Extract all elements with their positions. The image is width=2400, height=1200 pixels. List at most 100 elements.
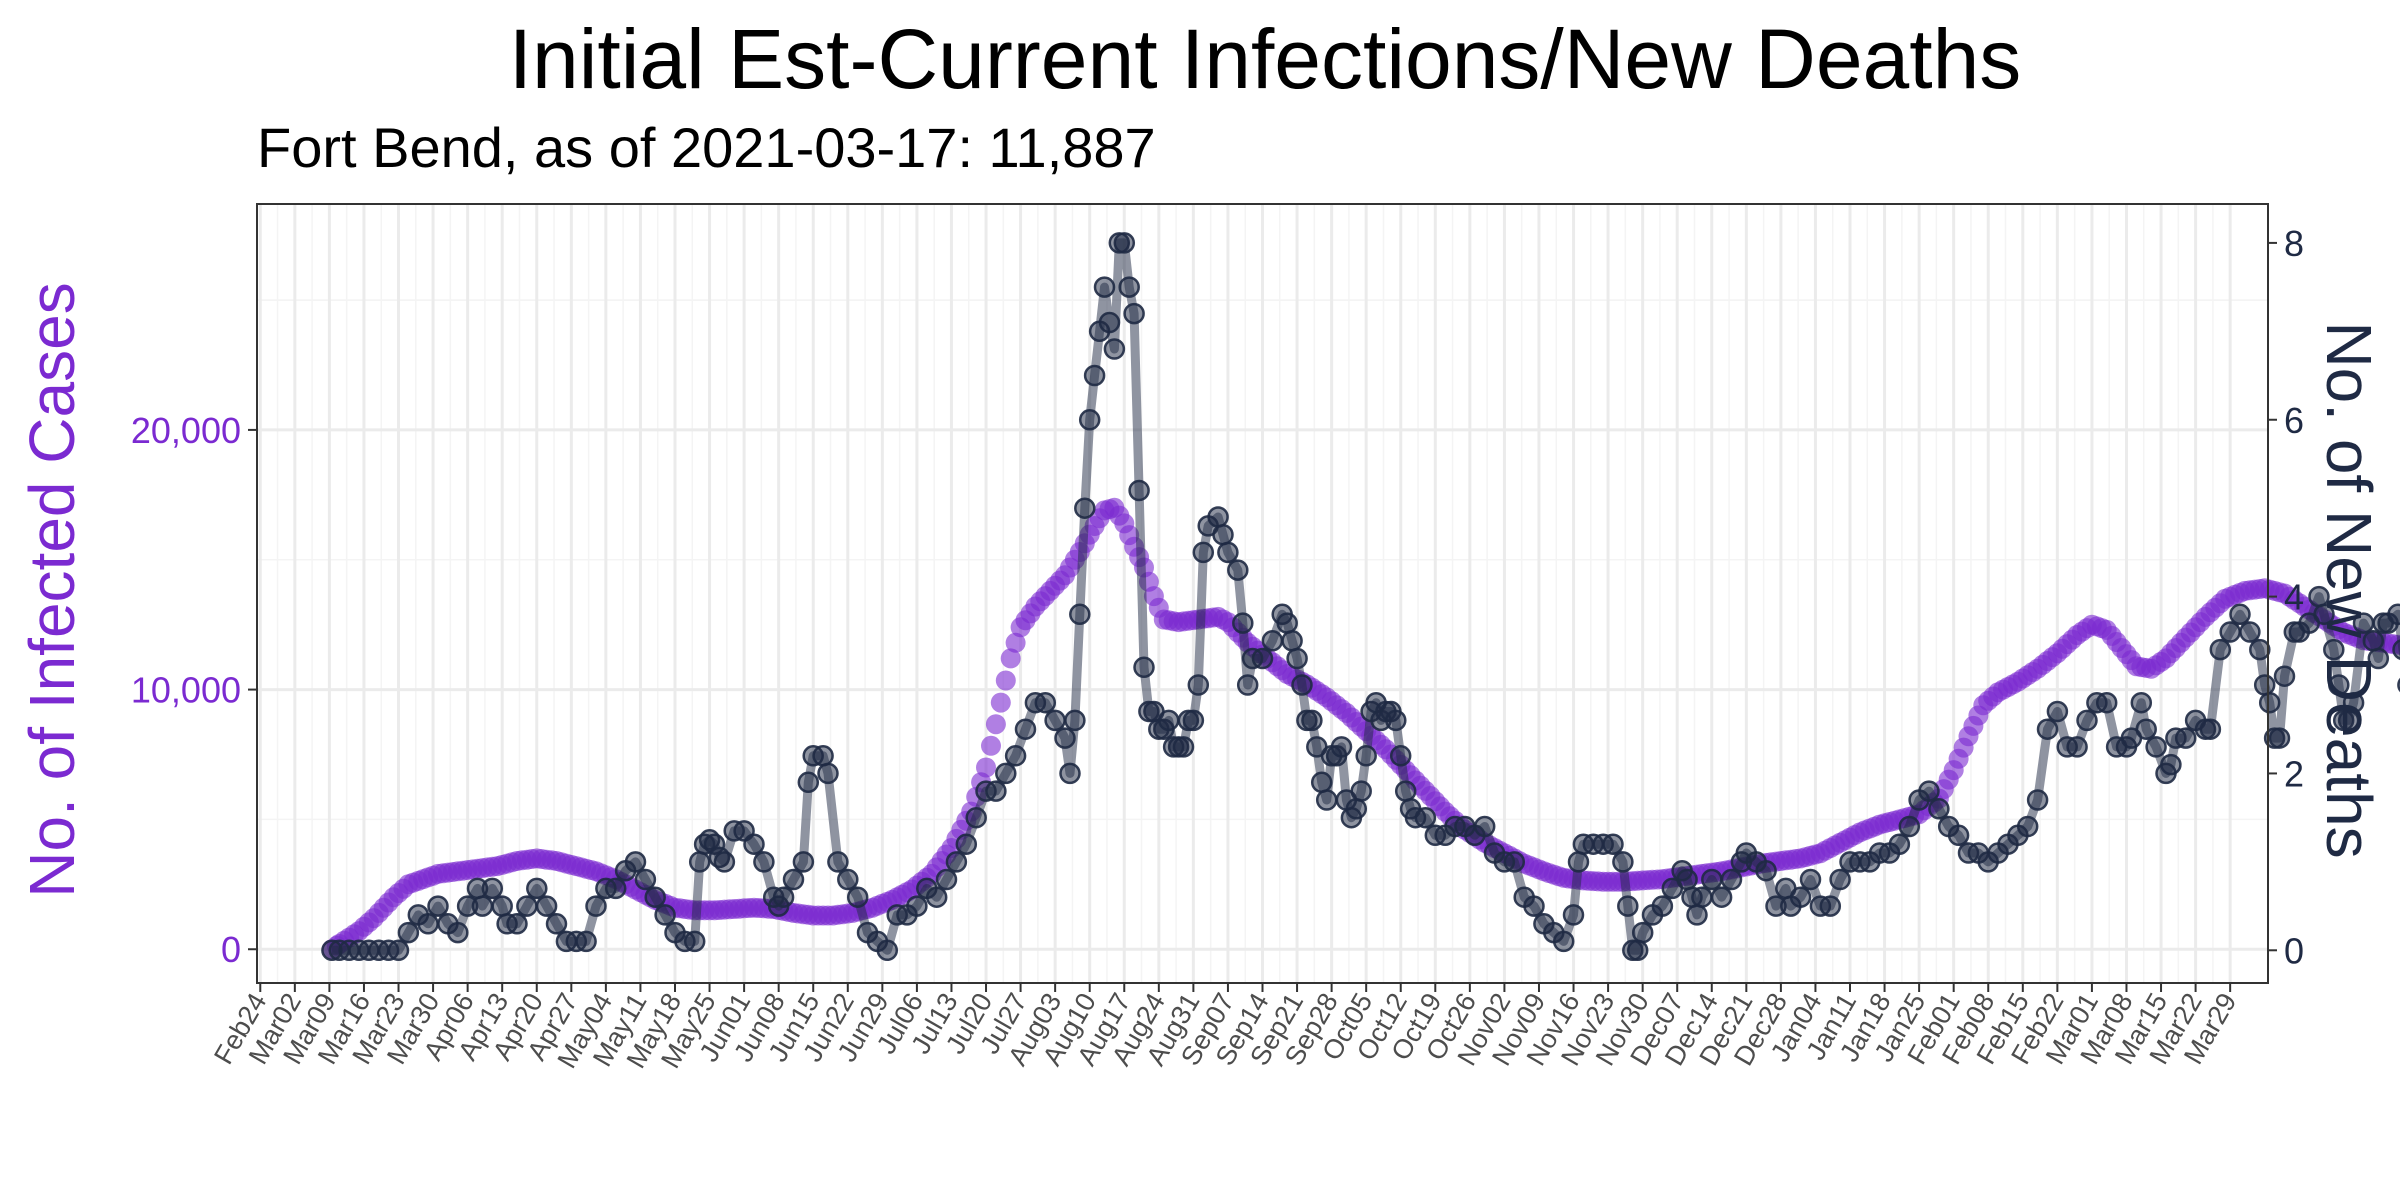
deaths-point — [545, 913, 568, 935]
deaths-point — [2229, 603, 2251, 626]
deaths-point — [1626, 939, 1649, 962]
deaths-point — [1720, 868, 1743, 891]
chart-subtitle: Fort Bend, as of 2021-03-17: 11,887 — [257, 116, 1156, 179]
deaths-point — [2145, 736, 2167, 758]
deaths-point — [2130, 691, 2153, 714]
deaths-point — [2323, 638, 2345, 661]
deaths-point — [2273, 665, 2296, 687]
series-new-deaths — [321, 232, 2400, 962]
y-axis-left: 0 10,000 20,000 — [131, 410, 257, 970]
y-left-tick-label: 0 — [221, 929, 241, 970]
deaths-point — [1059, 762, 1081, 785]
deaths-point — [2066, 736, 2088, 758]
deaths-point — [2392, 639, 2400, 660]
deaths-point — [471, 895, 494, 917]
deaths-point — [604, 877, 627, 900]
y-axis-left-label: No. of Infected Cases — [16, 282, 88, 897]
deaths-point — [2209, 638, 2232, 661]
infected-point — [990, 692, 1011, 713]
deaths-point — [827, 851, 849, 873]
deaths-point — [1103, 338, 1126, 360]
deaths-point — [1236, 674, 1259, 696]
deaths-point — [1083, 364, 1106, 387]
y-right-tick-label: 6 — [2284, 400, 2304, 441]
deaths-point — [1389, 745, 1412, 767]
deaths-point — [387, 939, 410, 962]
deaths-point — [397, 921, 420, 944]
deaths-point — [2342, 691, 2365, 714]
deaths-point — [925, 886, 948, 908]
deaths-point — [1755, 859, 1777, 882]
deaths-point — [782, 868, 805, 891]
deaths-point — [1888, 833, 1911, 855]
deaths-point — [2160, 753, 2182, 776]
deaths-point — [1069, 603, 1091, 626]
deaths-point — [1172, 736, 1195, 758]
deaths-point — [713, 851, 736, 873]
deaths-point — [1898, 815, 1921, 838]
deaths-point — [1276, 612, 1298, 634]
deaths-point — [1301, 709, 1323, 732]
deaths-point — [427, 895, 449, 917]
deaths-point — [2016, 815, 2039, 838]
deaths-point — [1044, 709, 1066, 732]
deaths-point — [2249, 638, 2271, 661]
deaths-point — [935, 868, 958, 891]
deaths-point — [792, 851, 815, 873]
deaths-point — [812, 745, 834, 767]
deaths-point — [1182, 709, 1205, 732]
deaths-point — [688, 851, 711, 873]
deaths-point — [1414, 806, 1437, 829]
deaths-point — [1602, 833, 1624, 855]
deaths-point — [1355, 745, 1377, 767]
deaths-point — [2387, 603, 2400, 626]
deaths-point — [2258, 691, 2281, 714]
deaths-point — [1113, 232, 1136, 254]
deaths-point — [1612, 851, 1634, 873]
deaths-point — [644, 886, 666, 908]
deaths-point — [575, 930, 597, 953]
deaths-point — [965, 806, 987, 829]
deaths-point — [1310, 771, 1333, 794]
deaths-point — [2095, 691, 2118, 714]
deaths-point — [1064, 709, 1086, 732]
deaths-point — [1394, 780, 1417, 802]
deaths-point — [1503, 851, 1526, 873]
deaths-point — [2174, 727, 2197, 749]
deaths-point — [2135, 718, 2157, 740]
deaths-point — [1701, 868, 1723, 891]
deaths-point — [1034, 691, 1057, 714]
deaths-point — [1014, 718, 1037, 740]
deaths-point — [1799, 868, 1822, 891]
deaths-point — [1192, 541, 1215, 564]
deaths-point — [1789, 886, 1812, 908]
deaths-point — [995, 762, 1017, 785]
y-right-tick-label: 2 — [2284, 753, 2304, 794]
deaths-point — [1291, 674, 1313, 696]
deaths-point — [654, 904, 676, 926]
deaths-point — [1207, 506, 1229, 528]
deaths-point — [846, 886, 869, 908]
deaths-point — [1562, 904, 1585, 926]
deaths-point — [1567, 851, 1590, 873]
deaths-point — [955, 833, 978, 855]
deaths-point — [797, 771, 820, 794]
deaths-point — [1074, 497, 1096, 519]
deaths-point — [1947, 824, 1970, 847]
deaths-point — [447, 921, 469, 944]
deaths-point — [1552, 930, 1575, 953]
deaths-point — [491, 895, 513, 917]
deaths-point — [1710, 886, 1733, 908]
deaths-point — [753, 851, 775, 873]
y-axis-right-label: No. of New Deaths — [2313, 321, 2385, 858]
deaths-point — [1928, 798, 1950, 820]
deaths-point — [1691, 886, 1713, 908]
deaths-point — [2076, 709, 2098, 732]
deaths-point — [526, 877, 548, 900]
deaths-point — [634, 868, 657, 891]
deaths-point — [2199, 718, 2222, 740]
deaths-point — [1286, 647, 1308, 670]
deaths-point — [1232, 612, 1254, 634]
deaths-point — [1631, 921, 1654, 944]
